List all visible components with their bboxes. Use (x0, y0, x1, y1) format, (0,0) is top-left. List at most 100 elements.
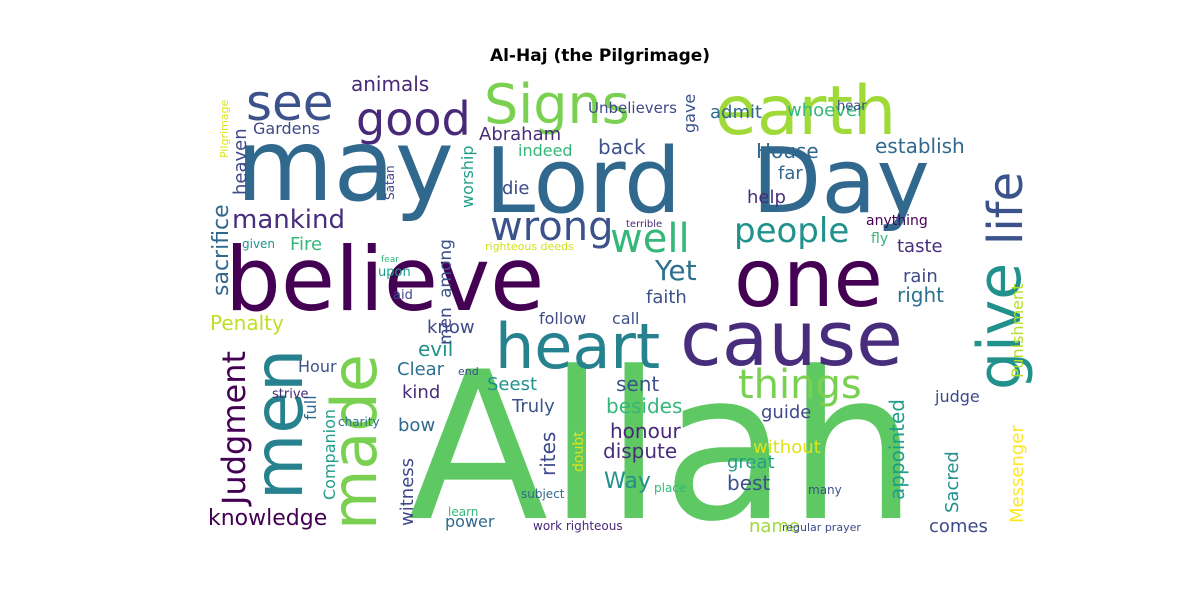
word-among: among (436, 239, 456, 298)
word-besides: besides (606, 394, 682, 418)
word-well: well (610, 216, 690, 262)
word-subject: subject (521, 487, 565, 501)
word-unbelievers: Unbelievers (588, 99, 677, 117)
word-companion: Companion (320, 409, 339, 500)
word-call: call (612, 309, 640, 328)
word-many: many (808, 483, 842, 497)
word-may: may (236, 107, 454, 224)
word-comes: comes (929, 516, 988, 537)
word-wrong: wrong (490, 204, 614, 250)
word-give: give (965, 263, 1035, 390)
word-heaven: heaven (230, 128, 251, 195)
word-given: given (242, 237, 275, 251)
word-men: men (436, 307, 456, 345)
word-penalty: Penalty (210, 311, 284, 335)
word-house: House (756, 139, 819, 163)
word-follow: follow (539, 309, 586, 328)
word-taste: taste (897, 236, 943, 257)
word-animals: animals (351, 72, 429, 96)
word-indeed: indeed (518, 141, 573, 160)
word-judge: judge (934, 387, 980, 406)
word-dispute: dispute (603, 439, 677, 463)
word-men: men (240, 349, 319, 500)
word-messenger: Messenger (1007, 425, 1028, 523)
word-abraham: Abraham (479, 124, 561, 145)
word-witness: witness (397, 458, 418, 526)
word-sacrifice: sacrifice (209, 204, 234, 296)
word-guide: guide (761, 402, 811, 423)
word-gardens: Gardens (253, 119, 320, 138)
word-power: power (445, 512, 495, 531)
word-one: one (734, 232, 883, 325)
word-made: made (318, 354, 391, 530)
word-fear: fear (381, 255, 399, 265)
word-work-righteous: work righteous (533, 519, 623, 533)
word-back: back (598, 135, 646, 159)
word-way: Way (604, 469, 651, 494)
word-faith: faith (646, 287, 687, 308)
word-terrible: terrible (626, 219, 662, 230)
word-learn: learn (448, 505, 478, 519)
word-judgment: Judgment (215, 351, 253, 507)
word-name: name (749, 516, 800, 537)
word-gave: gave (680, 94, 699, 133)
word-establish: establish (875, 134, 965, 158)
word-die: die (502, 178, 530, 199)
word-rain: rain (903, 266, 938, 287)
word-truly: Truly (511, 396, 555, 417)
word-pilgrimage: Pilgrimage (218, 99, 231, 158)
word-doubt: doubt (571, 431, 587, 472)
word-knowledge: knowledge (208, 506, 327, 531)
word-seest: Seest (487, 374, 537, 395)
word-anything: anything (866, 213, 928, 229)
word-lord: Lord (485, 129, 681, 234)
word-appointed: appointed (885, 399, 909, 500)
word-good: good (356, 92, 471, 146)
word-honour: honour (610, 419, 682, 443)
word-bow: bow (398, 415, 435, 436)
word-mankind: mankind (232, 205, 345, 235)
word-great: great (727, 452, 775, 473)
word-people: people (734, 211, 849, 251)
word-day: Day (752, 129, 930, 234)
word-rites: rites (536, 432, 560, 476)
word-without: without (753, 437, 821, 458)
word-best: best (727, 471, 770, 495)
word-cause: cause (680, 294, 903, 383)
word-believe: believe (225, 228, 544, 331)
word-heart: heart (495, 310, 660, 383)
word-things: things (738, 362, 862, 408)
word-earth: earth (715, 72, 896, 151)
word-right: right (897, 283, 944, 307)
word-upon: upon (378, 265, 411, 280)
word-fly: fly (871, 231, 888, 247)
word-evil: evil (418, 337, 453, 361)
word-far: far (778, 163, 803, 184)
word-sent: sent (616, 372, 659, 396)
word-righteous-deeds: righteous deeds (485, 240, 574, 253)
word-charity: charity (338, 415, 380, 429)
word-signs: Signs (484, 73, 630, 136)
word-know: know (427, 317, 475, 338)
word-kind: kind (402, 382, 440, 403)
word-whoever: whoever (787, 100, 865, 121)
word-hear: hear (837, 99, 867, 114)
word-clear: Clear (397, 359, 445, 380)
word-worship: worship (458, 145, 477, 208)
word-help: help (747, 187, 786, 208)
word-regular-prayer: regular prayer (782, 521, 861, 534)
word-yet: Yet (654, 254, 697, 287)
word-end: end (458, 365, 479, 378)
word-punishment: Punishment (1008, 284, 1027, 378)
word-allah: Allah (408, 329, 918, 567)
word-hour: Hour (298, 357, 337, 376)
chart-title: Al-Haj (the Pilgrimage) (489, 46, 711, 66)
word-life: life (978, 172, 1034, 245)
word-fire: Fire (290, 234, 322, 255)
word-place: place (654, 481, 686, 495)
word-see: see (246, 74, 334, 132)
word-sacred: Sacred (942, 451, 963, 513)
word-admit: admit (710, 102, 762, 123)
word-full: full (301, 395, 320, 420)
